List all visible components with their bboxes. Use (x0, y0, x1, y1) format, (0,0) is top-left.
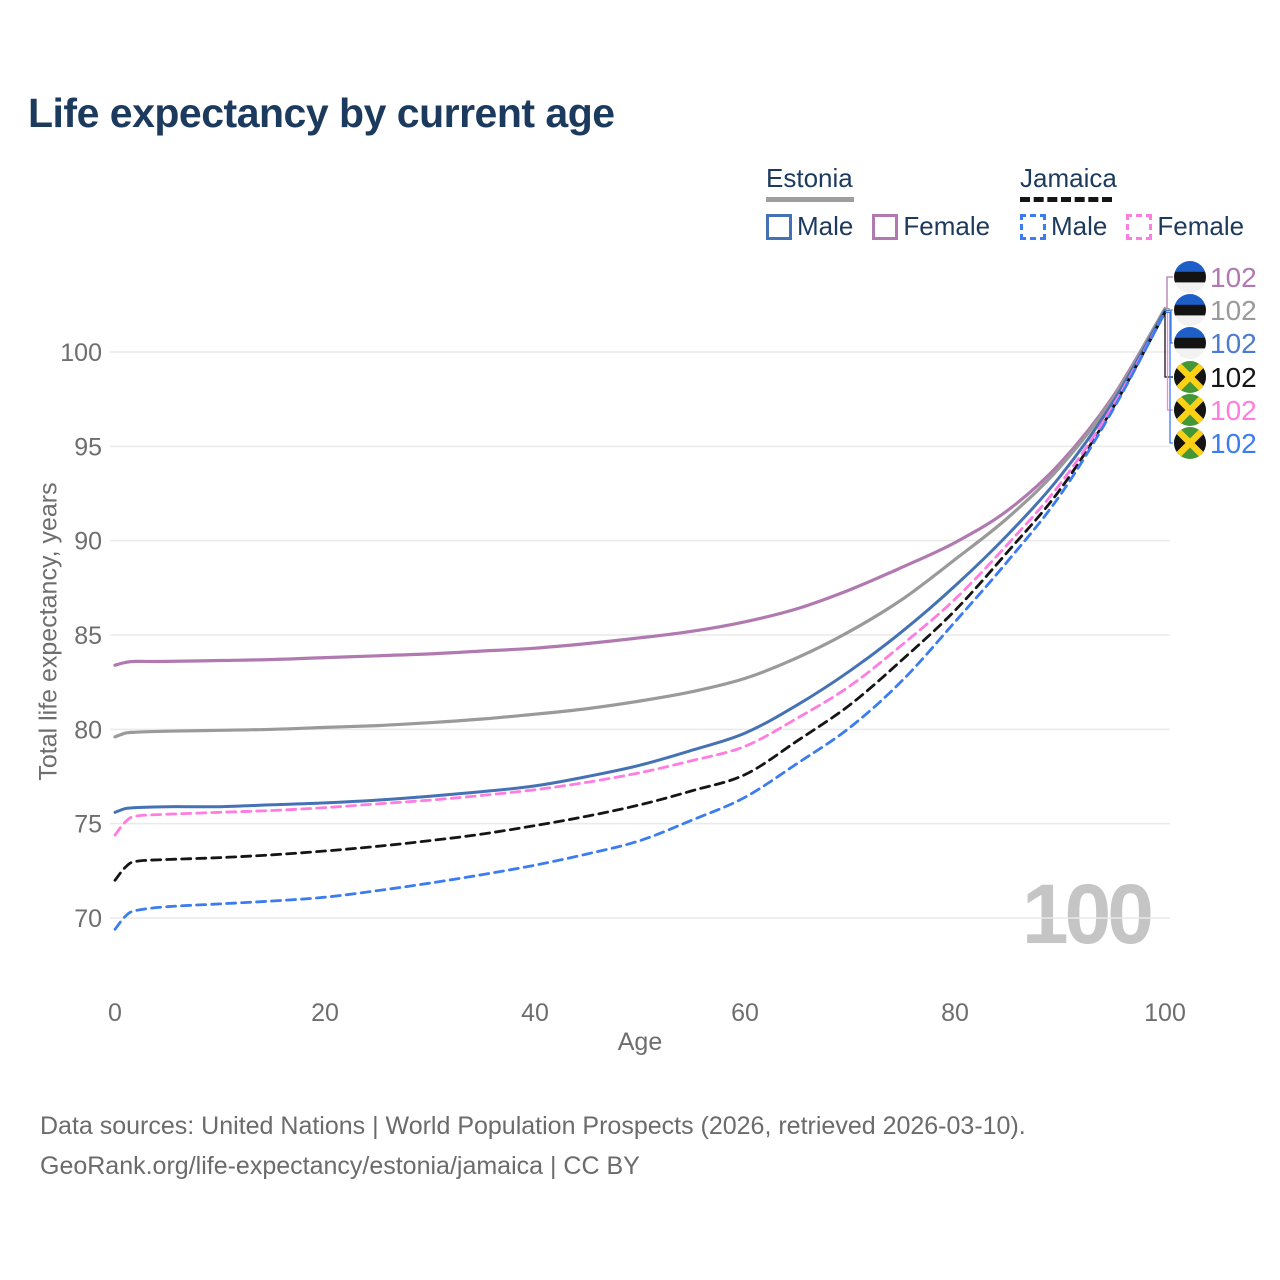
series-line-estonia-female (113, 307, 1167, 667)
legend-country-jamaica: Jamaica (1020, 163, 1117, 193)
series-line-jamaica-total (113, 311, 1167, 882)
end-label-value: 102 (1210, 395, 1257, 426)
legend-group-jamaica: Jamaica Male Female (1020, 163, 1244, 242)
series-line-jamaica-female (113, 311, 1167, 837)
page-title: Life expectancy by current age (28, 90, 615, 136)
end-label-value: 102 (1210, 295, 1257, 326)
legend-item-jamaica-male: Male (1020, 211, 1107, 242)
x-axis-title: Age (617, 1028, 663, 1056)
y-tick-label: 95 (74, 433, 102, 461)
legend-item-estonia-male: Male (766, 211, 853, 242)
series-line-estonia-total (113, 307, 1167, 739)
x-tick-label: 80 (941, 999, 969, 1027)
end-label-value: 102 (1210, 262, 1257, 293)
leader-line (1165, 309, 1173, 344)
estonia-flag-icon (1174, 261, 1206, 293)
legend-items-estonia: Male Female (766, 211, 990, 242)
footer: Data sources: United Nations | World Pop… (40, 1106, 1026, 1186)
series-line-estonia-male (113, 309, 1167, 814)
x-tick-label: 60 (731, 999, 759, 1027)
leader-line (1165, 311, 1173, 411)
legend-group-estonia: Estonia Male Female (766, 163, 990, 242)
leader-line (1164, 311, 1173, 378)
y-tick-label: 80 (74, 716, 102, 744)
legend-item-jamaica-female: Female (1126, 211, 1244, 242)
end-label-value: 102 (1210, 362, 1257, 393)
leader-line (1165, 311, 1173, 444)
legend-label-estonia-female: Female (903, 211, 991, 241)
y-tick-label: 70 (74, 905, 102, 933)
x-tick-label: 40 (521, 999, 549, 1027)
series-line-jamaica-male (113, 311, 1167, 931)
leader-line (1165, 307, 1173, 311)
jamaica-line-style-sample (1020, 197, 1112, 202)
jamaica-flag-icon (1174, 427, 1206, 459)
legend-label-jamaica-male: Male (1051, 211, 1108, 241)
y-tick-label: 85 (74, 622, 102, 650)
age-watermark: 100 (1021, 867, 1154, 961)
estonia-line-style-sample (766, 197, 854, 202)
estonia-flag-icon (1174, 327, 1206, 359)
legend-items-jamaica: Male Female (1020, 211, 1244, 242)
jamaica-flag-icon (1174, 394, 1206, 426)
leader-line (1165, 276, 1173, 310)
jamaica-female-swatch-icon (1126, 213, 1153, 240)
x-tick-label: 0 (108, 999, 122, 1027)
estonia-female-swatch-icon (872, 213, 899, 240)
legend-label-estonia-male: Male (797, 211, 854, 241)
estonia-flag-icon (1174, 294, 1206, 326)
x-tick-label: 100 (1144, 999, 1186, 1027)
legend-label-jamaica-female: Female (1157, 211, 1245, 241)
legend-item-estonia-female: Female (872, 211, 990, 242)
x-tick-label: 20 (311, 999, 339, 1027)
y-axis-title: Total life expectancy, years (34, 482, 63, 781)
end-label-value: 102 (1210, 328, 1257, 359)
footer-line2: GeoRank.org/life-expectancy/estonia/jama… (40, 1152, 640, 1180)
jamaica-male-swatch-icon (1020, 213, 1046, 240)
jamaica-flag-icon (1174, 361, 1206, 393)
estonia-male-swatch-icon (766, 213, 792, 240)
y-tick-label: 90 (74, 528, 102, 556)
footer-line1: Data sources: United Nations | World Pop… (40, 1112, 1026, 1140)
legend-country-estonia: Estonia (766, 163, 853, 193)
end-label-value: 102 (1210, 428, 1257, 459)
y-tick-label: 100 (60, 339, 102, 367)
y-tick-label: 75 (74, 811, 102, 839)
